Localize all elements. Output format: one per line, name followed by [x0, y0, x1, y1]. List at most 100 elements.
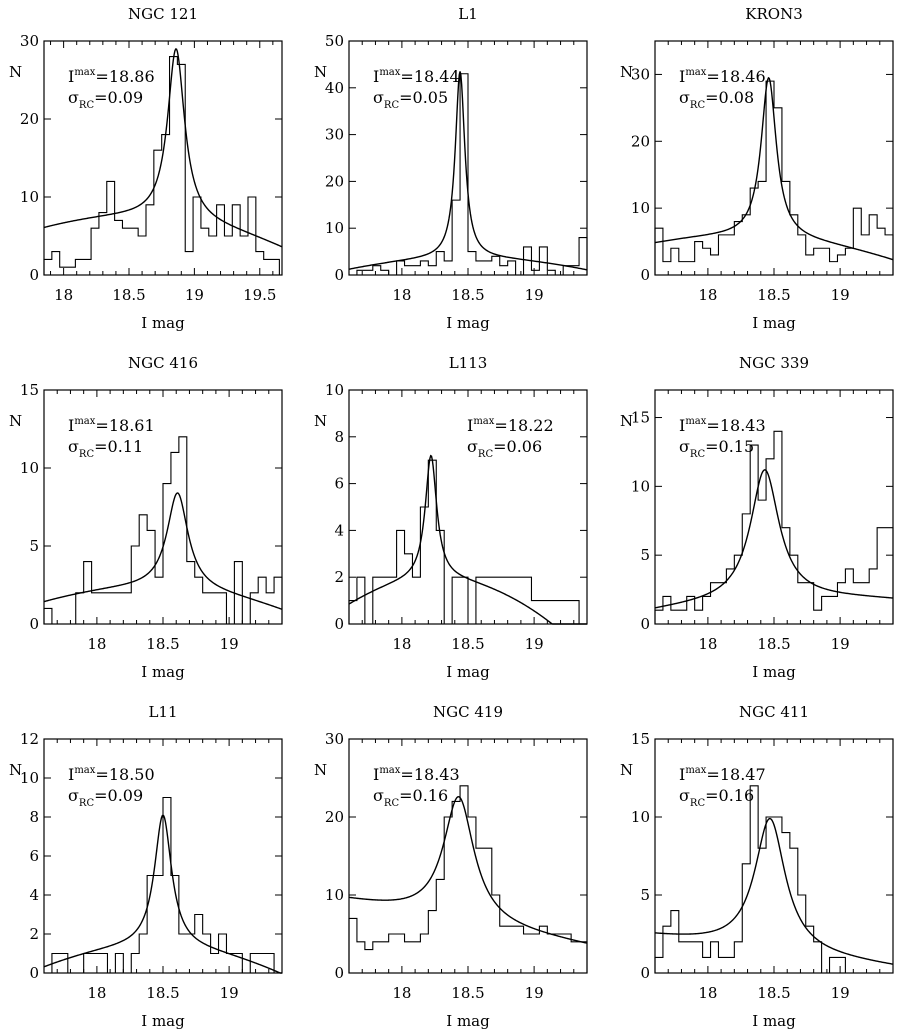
- x-tick-label: 18: [392, 286, 411, 304]
- y-tick-label: 6: [334, 475, 344, 493]
- x-tick-label: 18: [698, 286, 717, 304]
- sigma-subscript: RC: [79, 449, 95, 460]
- y-tick-label: 15: [631, 730, 650, 748]
- plot-frame: [43, 40, 283, 276]
- y-tick-label: 5: [640, 546, 650, 564]
- histogram-steps: [44, 796, 282, 974]
- x-tick-label: 18.5: [757, 286, 790, 304]
- panel-title: NGC 419: [433, 703, 503, 721]
- x-tick-label: 18: [392, 984, 411, 1002]
- sigma-value: =0.09: [94, 88, 143, 107]
- sigma-annotation: σRC=0.09: [68, 88, 143, 111]
- imax-superscript: max: [74, 416, 95, 427]
- panel-title: NGC 339: [739, 354, 809, 372]
- panel-9: NGC 411 0 5 10 15 18 18.5 19 I mag N Imax=18.47 σRC…: [620, 703, 894, 1030]
- y-tick-label: 12: [20, 730, 39, 748]
- y-tick-label: 20: [631, 132, 650, 150]
- imax-value: =18.22: [494, 416, 553, 435]
- y-tick-label: 30: [631, 65, 650, 83]
- fit-curve: [348, 454, 587, 625]
- x-axis-label: I mag: [446, 1012, 490, 1030]
- y-axis-label: N: [9, 63, 22, 81]
- sigma-value: =0.16: [399, 786, 448, 805]
- y-tick-label: 4: [334, 521, 344, 539]
- sigma-annotation: σRC=0.16: [373, 786, 448, 809]
- y-axis-label: N: [9, 761, 22, 779]
- x-tick-label: 19: [831, 286, 850, 304]
- sigma-symbol: σ: [68, 437, 79, 456]
- sigma-value: =0.06: [493, 437, 542, 456]
- panel-2: L1 0 10 20 30 40 50 18 18.5 19 I mag N Imax=18.44 σRC…: [314, 5, 588, 332]
- imax-annotation: Imax=18.43: [679, 416, 766, 435]
- y-tick-label: 30: [325, 126, 344, 144]
- sigma-subscript: RC: [690, 449, 706, 460]
- y-tick-label: 10: [325, 219, 344, 237]
- y-axis-label: N: [620, 761, 633, 779]
- x-tick-label: 18: [698, 635, 717, 653]
- sigma-symbol: σ: [68, 88, 79, 107]
- panel-title: NGC 121: [128, 5, 198, 23]
- y-tick-label: 0: [29, 964, 39, 982]
- x-axis-label: I mag: [141, 663, 185, 681]
- imax-superscript: max: [74, 67, 95, 78]
- imax-value: =18.43: [706, 416, 765, 435]
- y-tick-label: 15: [20, 381, 39, 399]
- x-axis-label: I mag: [752, 1012, 796, 1030]
- y-axis-label: N: [620, 412, 633, 430]
- y-axis-label: N: [314, 412, 327, 430]
- x-tick-label: 19.5: [243, 286, 276, 304]
- x-tick-label: 19: [831, 635, 850, 653]
- y-tick-label: 0: [334, 964, 344, 982]
- y-tick-label: 5: [640, 886, 650, 904]
- y-tick-label: 2: [334, 568, 344, 586]
- x-tick-label: 19: [525, 635, 544, 653]
- x-tick-label: 19: [525, 984, 544, 1002]
- sigma-symbol: σ: [467, 437, 478, 456]
- sigma-subscript: RC: [384, 798, 400, 809]
- x-axis-label: I mag: [752, 663, 796, 681]
- y-tick-label: 0: [640, 615, 650, 633]
- sigma-value: =0.11: [94, 437, 143, 456]
- y-tick-label: 10: [631, 808, 650, 826]
- imax-symbol: I: [373, 67, 379, 86]
- fit-curve: [43, 492, 283, 610]
- imax-symbol: I: [467, 416, 473, 435]
- histogram-steps: [43, 436, 283, 625]
- imax-annotation: Imax=18.86: [68, 67, 155, 86]
- y-tick-label: 10: [631, 199, 650, 217]
- imax-symbol: I: [679, 67, 685, 86]
- sigma-subscript: RC: [79, 100, 95, 111]
- imax-value: =18.46: [706, 67, 765, 86]
- y-axis-label: N: [314, 63, 327, 81]
- y-tick-label: 10: [325, 381, 344, 399]
- y-tick-label: 20: [325, 172, 344, 190]
- y-tick-label: 0: [29, 266, 39, 284]
- imax-symbol: I: [68, 765, 74, 784]
- sigma-subscript: RC: [478, 449, 494, 460]
- y-axis-label: N: [9, 412, 22, 430]
- sigma-subscript: RC: [384, 100, 400, 111]
- x-tick-label: 19: [185, 286, 204, 304]
- imax-superscript: max: [685, 416, 706, 427]
- fit-curve: [43, 814, 282, 974]
- sigma-value: =0.15: [705, 437, 754, 456]
- imax-annotation: Imax=18.46: [679, 67, 766, 86]
- sigma-value: =0.08: [705, 88, 754, 107]
- y-axis-label: N: [620, 63, 633, 81]
- sigma-value: =0.05: [399, 88, 448, 107]
- imax-symbol: I: [68, 67, 74, 86]
- y-tick-label: 0: [640, 964, 650, 982]
- imax-value: =18.61: [95, 416, 154, 435]
- imax-symbol: I: [373, 765, 379, 784]
- y-tick-label: 2: [29, 925, 39, 943]
- x-axis-label: I mag: [446, 314, 490, 332]
- sigma-annotation: σRC=0.16: [679, 786, 754, 809]
- sigma-subscript: RC: [690, 798, 706, 809]
- sigma-symbol: σ: [679, 786, 690, 805]
- y-tick-label: 30: [325, 730, 344, 748]
- sigma-annotation: σRC=0.15: [679, 437, 754, 460]
- imax-annotation: Imax=18.22: [467, 416, 554, 435]
- sigma-annotation: σRC=0.05: [373, 88, 448, 111]
